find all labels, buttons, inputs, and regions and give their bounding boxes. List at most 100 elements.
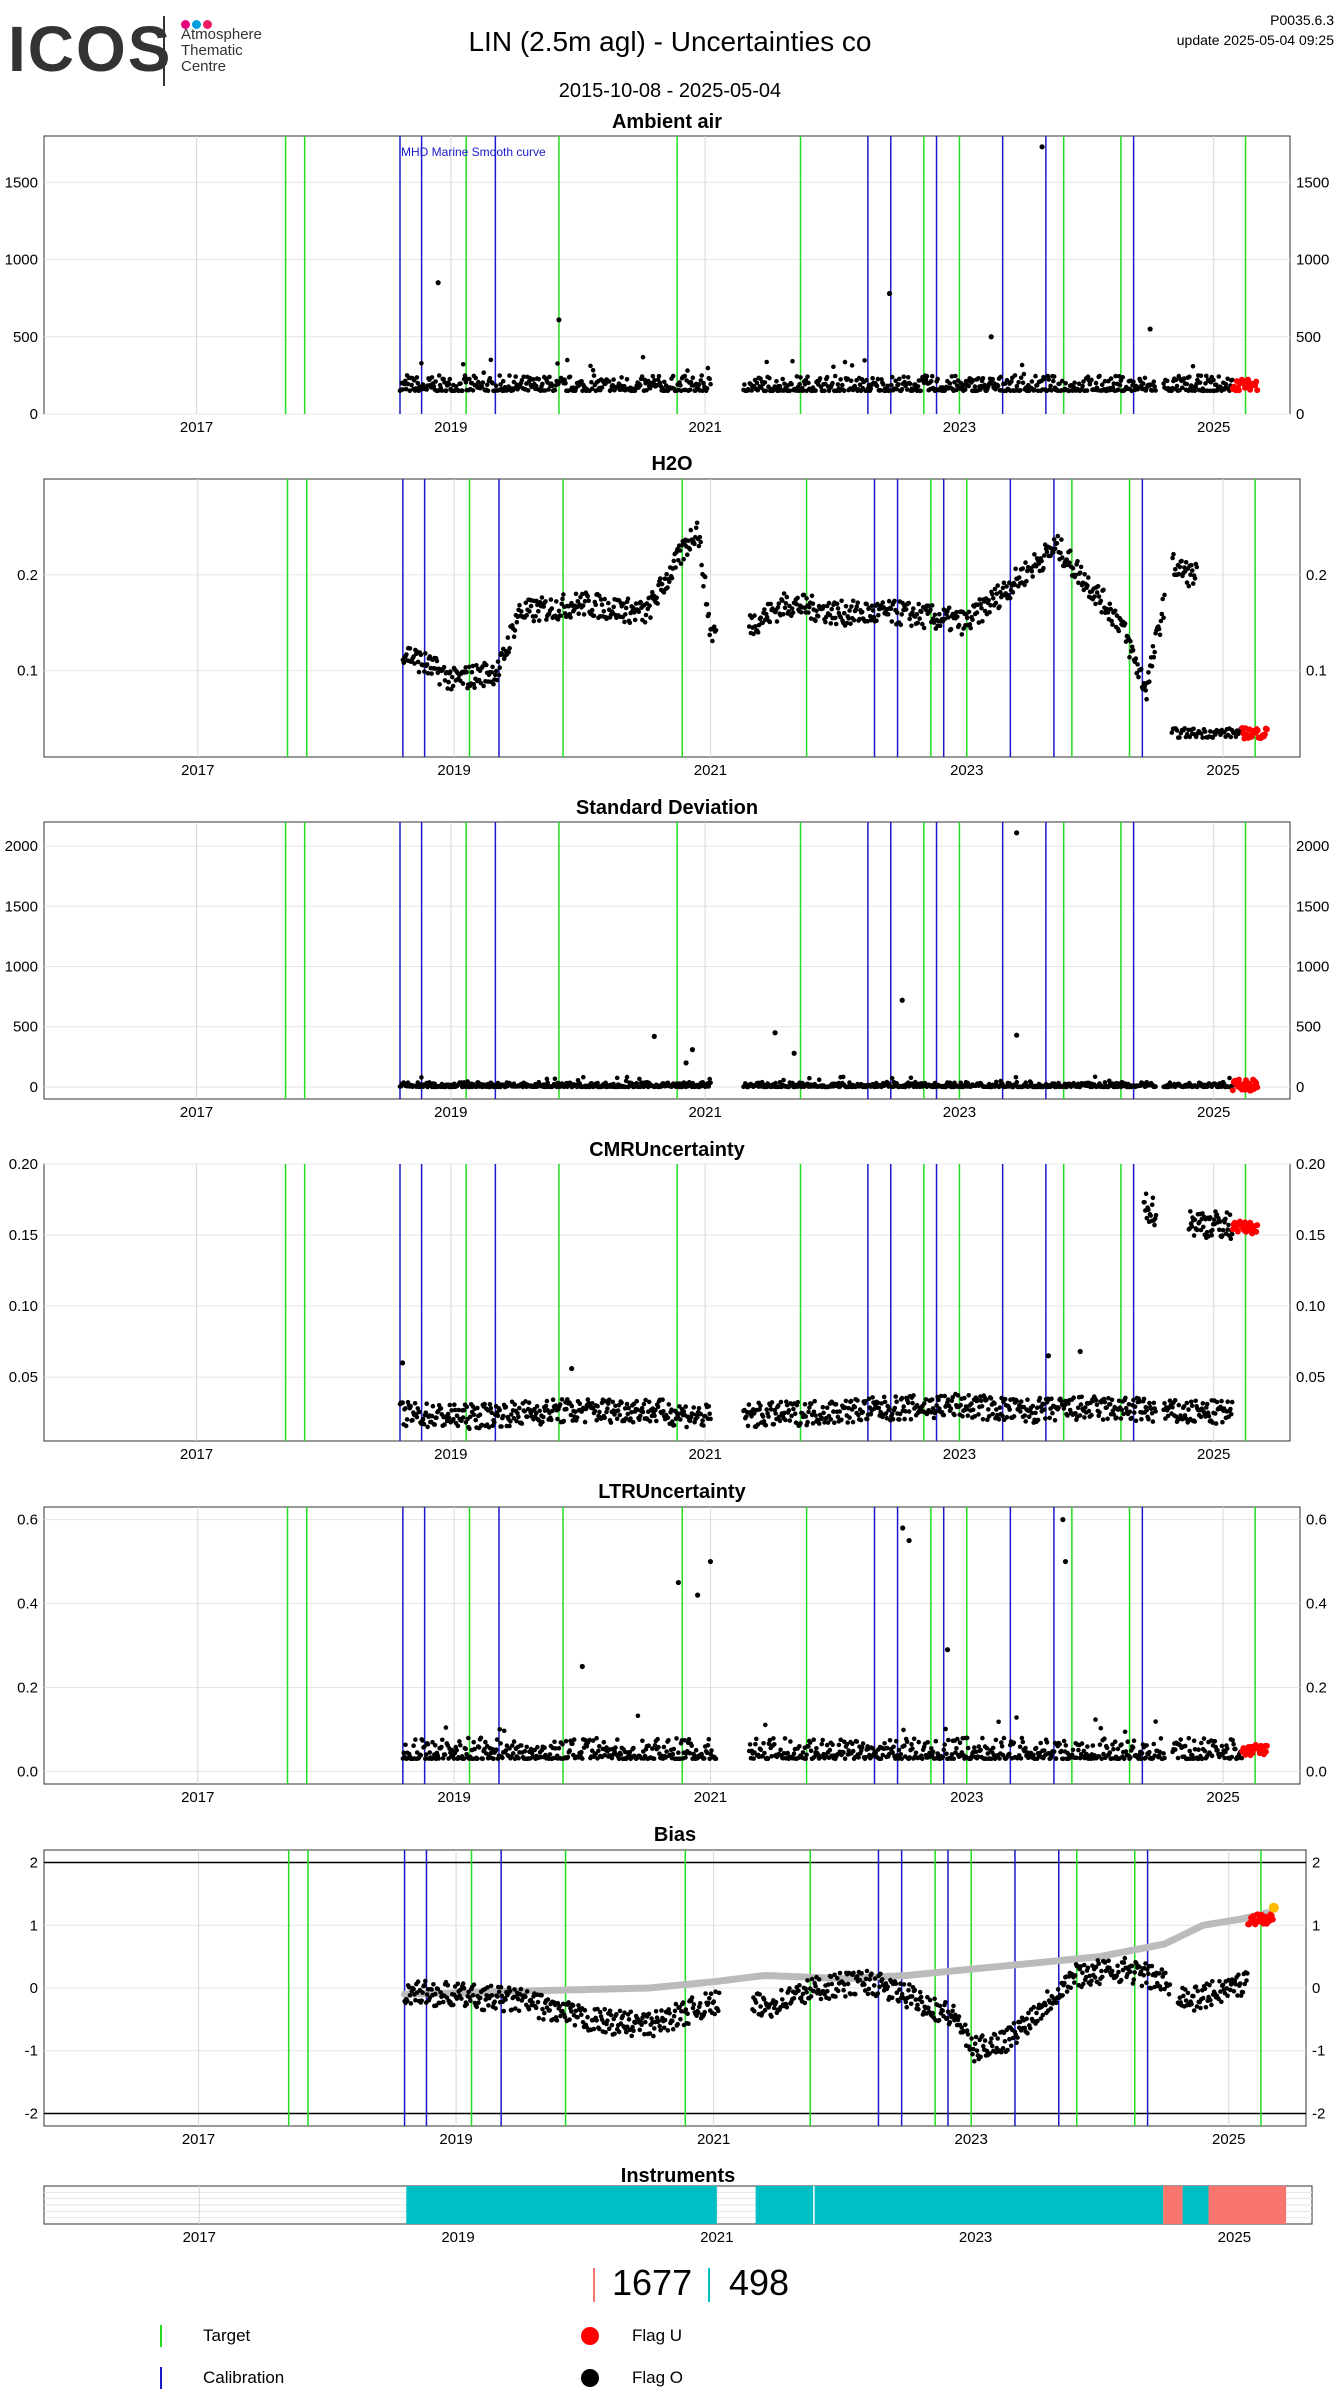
data-point xyxy=(493,672,498,678)
data-point xyxy=(835,606,841,611)
data-point xyxy=(1220,1233,1225,1238)
data-point xyxy=(1128,1755,1133,1760)
data-point xyxy=(1053,1756,1059,1761)
data-point xyxy=(847,1415,852,1420)
data-point xyxy=(599,602,605,607)
data-point xyxy=(875,601,880,607)
data-point xyxy=(842,1756,848,1762)
data-point xyxy=(403,386,409,392)
spike-point xyxy=(683,1060,689,1066)
data-point xyxy=(464,669,469,675)
data-point xyxy=(993,1737,999,1743)
data-point xyxy=(705,1743,711,1748)
data-point xyxy=(966,1393,971,1398)
data-point xyxy=(593,602,598,608)
x-tick-label: 2025 xyxy=(1212,2131,1245,2148)
data-point xyxy=(1198,1414,1204,1420)
data-point xyxy=(1100,1417,1106,1422)
data-point xyxy=(1111,1746,1116,1752)
data-point xyxy=(889,1411,895,1417)
data-point xyxy=(913,1750,919,1756)
data-point xyxy=(789,381,794,387)
data-point xyxy=(813,1413,818,1418)
data-point xyxy=(754,1736,759,1742)
data-point xyxy=(906,600,912,606)
data-point xyxy=(890,1750,895,1756)
data-point xyxy=(467,1426,472,1431)
data-point xyxy=(500,1755,505,1761)
data-point xyxy=(1153,1212,1159,1218)
data-point xyxy=(1089,1412,1094,1418)
data-point xyxy=(670,1419,675,1424)
data-point xyxy=(829,606,834,612)
data-point xyxy=(776,1414,782,1420)
data-point xyxy=(758,615,764,620)
data-point xyxy=(881,382,886,387)
data-point xyxy=(953,373,958,379)
y-tick-label-right: 0.1 xyxy=(1306,663,1327,680)
data-point xyxy=(1161,381,1166,386)
logo-divider xyxy=(163,16,165,86)
data-point xyxy=(909,623,914,629)
data-point xyxy=(935,376,940,382)
data-point xyxy=(422,669,427,674)
data-point xyxy=(1146,1207,1151,1212)
data-point xyxy=(753,624,758,629)
x-tick-label: 2023 xyxy=(950,762,983,779)
data-point xyxy=(1071,384,1076,390)
data-point xyxy=(1018,375,1024,381)
flag-u-point xyxy=(1254,1222,1261,1229)
data-point xyxy=(663,383,669,388)
data-point xyxy=(1000,585,1006,591)
data-point xyxy=(996,1719,1001,1725)
data-point xyxy=(532,1406,537,1412)
data-point xyxy=(527,609,532,614)
data-point xyxy=(1104,1745,1110,1751)
data-point xyxy=(848,378,854,384)
data-point xyxy=(828,1417,834,1422)
data-point xyxy=(567,374,573,380)
data-point xyxy=(821,1410,826,1416)
data-point xyxy=(634,1080,639,1086)
data-point xyxy=(656,1744,661,1750)
data-point xyxy=(1160,596,1165,602)
data-point xyxy=(1152,649,1157,655)
data-point xyxy=(1067,560,1072,565)
data-point xyxy=(1058,550,1063,556)
data-point xyxy=(1021,371,1027,377)
data-point xyxy=(1199,1740,1204,1746)
data-point xyxy=(1162,1755,1167,1761)
data-point xyxy=(1183,1416,1189,1421)
data-point xyxy=(652,1413,657,1418)
data-point xyxy=(556,1745,562,1751)
data-point xyxy=(450,683,456,689)
data-point xyxy=(1188,1209,1193,1214)
data-point xyxy=(582,598,588,604)
data-point xyxy=(1126,1402,1132,1407)
x-tick-label: 2019 xyxy=(434,1104,467,1121)
data-point xyxy=(419,1075,424,1080)
spike-point xyxy=(1147,326,1153,332)
data-point xyxy=(862,358,867,363)
data-point xyxy=(692,541,697,547)
data-point xyxy=(762,607,767,612)
spike-point xyxy=(944,1647,951,1653)
data-point xyxy=(795,595,800,601)
data-point xyxy=(655,1736,660,1742)
data-point xyxy=(956,622,962,628)
data-point xyxy=(417,1409,422,1415)
data-point xyxy=(869,603,875,609)
y-tick-label: 0.6 xyxy=(17,1512,38,1529)
data-point xyxy=(789,1413,794,1419)
data-point xyxy=(1109,1397,1115,1403)
data-point xyxy=(702,574,708,580)
flag-u-point xyxy=(1253,1228,1260,1235)
data-point xyxy=(404,1417,410,1422)
data-point xyxy=(1183,560,1189,565)
data-point xyxy=(706,611,712,617)
data-point xyxy=(617,1412,623,1418)
data-point xyxy=(1210,1420,1215,1425)
data-point xyxy=(1019,1735,1025,1741)
data-point xyxy=(838,1737,843,1743)
data-point xyxy=(980,1735,985,1741)
